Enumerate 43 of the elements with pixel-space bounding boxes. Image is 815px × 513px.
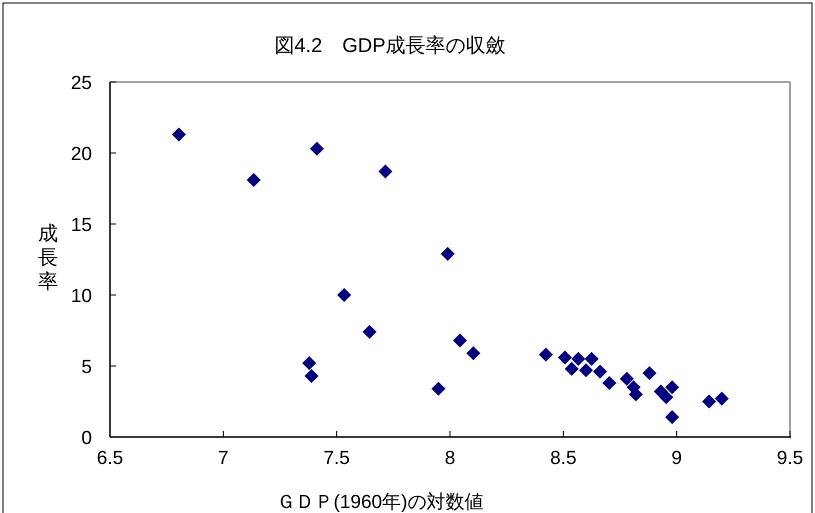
x-tick-label: 9.5 — [776, 448, 804, 469]
y-tick-label: 25 — [70, 73, 92, 94]
point — [579, 363, 593, 378]
point — [665, 380, 680, 394]
y-tick-label: 10 — [70, 286, 92, 307]
point — [337, 288, 352, 302]
point — [602, 376, 616, 390]
point — [665, 410, 680, 424]
point — [378, 164, 392, 178]
point — [584, 352, 599, 366]
point — [620, 372, 634, 386]
x-tick-label: 8.5 — [550, 448, 577, 469]
point — [538, 348, 553, 362]
chart-title: 図4.2 GDP成長率の収斂 — [274, 35, 506, 57]
y-axis-title: 成長率 — [38, 223, 58, 293]
point — [571, 352, 586, 366]
point — [246, 172, 261, 187]
point — [714, 392, 729, 406]
point — [431, 382, 446, 396]
x-axis-title: ＧＤＰ(1960年)の対数値 — [276, 491, 484, 513]
x-tick-label: 8 — [444, 448, 456, 469]
point — [302, 356, 316, 370]
y-tick-label: 20 — [70, 144, 92, 165]
point — [659, 390, 674, 404]
point — [642, 366, 656, 380]
y-tick-label: 0 — [81, 428, 92, 449]
point — [310, 142, 324, 156]
point — [304, 368, 319, 383]
point — [558, 350, 572, 364]
point — [702, 394, 716, 408]
y-tick-label: 15 — [70, 215, 92, 236]
point — [172, 128, 186, 142]
x-tick-label: 7 — [218, 448, 229, 469]
x-tick-label: 9 — [671, 448, 682, 469]
point — [362, 324, 377, 339]
x-tick-label: 6.5 — [96, 448, 124, 469]
point — [452, 333, 467, 348]
point — [593, 364, 608, 379]
point — [564, 362, 579, 376]
point — [466, 346, 480, 360]
point — [440, 246, 455, 261]
y-tick-label: 5 — [81, 357, 92, 378]
x-tick-label: 7.5 — [323, 448, 350, 469]
